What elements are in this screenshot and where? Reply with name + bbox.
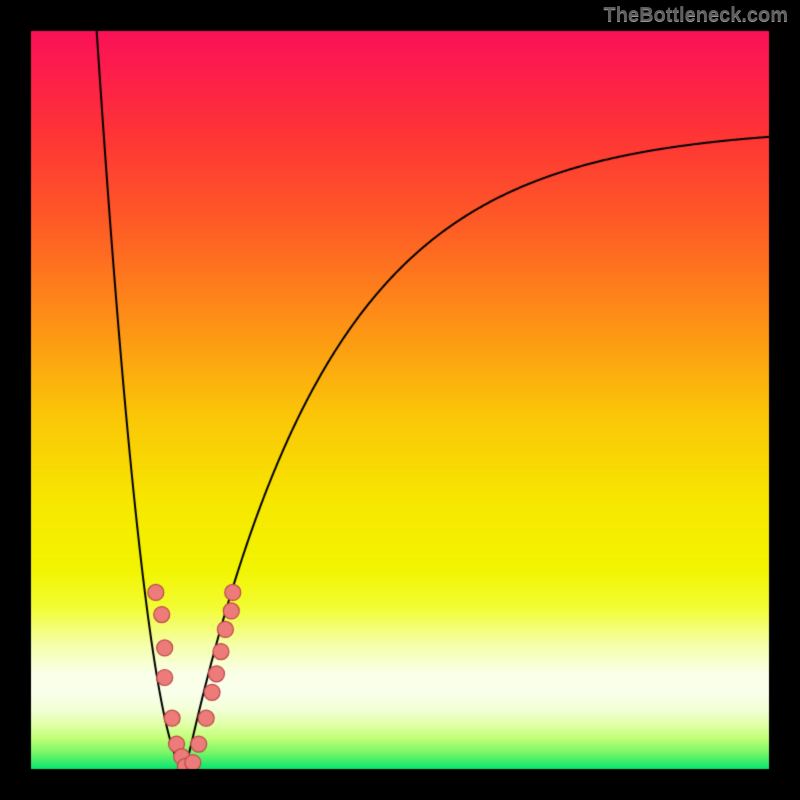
chart-canvas xyxy=(0,0,800,800)
chart-stage: TheBottleneck.com xyxy=(0,0,800,800)
